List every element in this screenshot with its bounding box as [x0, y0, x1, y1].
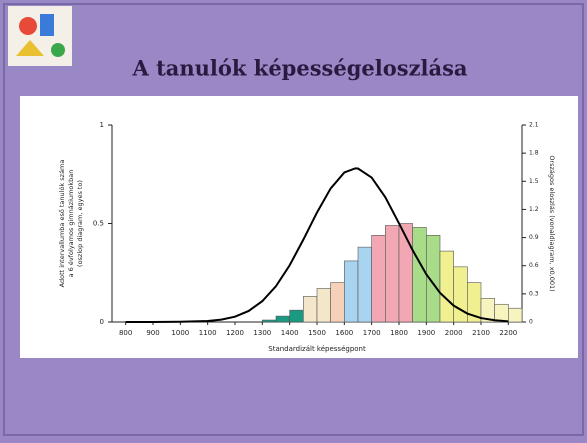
x-axis-label: Standardizált képességpont	[268, 345, 366, 353]
y-tick-label: 0.5	[93, 220, 104, 228]
x-tick-label: 1400	[281, 329, 299, 337]
x-tick-label: 2000	[445, 329, 463, 337]
clipart-shape	[16, 40, 44, 56]
bar	[385, 225, 400, 323]
y-axis-label: (oszlop diagram, egyes to)	[76, 180, 84, 267]
x-tick-label: 1700	[363, 329, 381, 337]
y-tick-label: 1	[100, 121, 104, 129]
x-tick-label: 800	[119, 329, 132, 337]
bar	[357, 246, 372, 323]
bar	[289, 309, 304, 323]
x-tick-label: 2200	[499, 329, 517, 337]
y-tick-label: 0	[100, 318, 104, 326]
clipart-shape	[40, 14, 54, 36]
x-tick-label: 1800	[390, 329, 408, 337]
bar	[344, 260, 359, 323]
bar	[439, 250, 454, 323]
bar	[508, 307, 523, 323]
y2-tick-label: 1.2	[529, 206, 539, 213]
bar	[316, 288, 331, 323]
x-tick-label: 1300	[253, 329, 271, 337]
y-axis-label: Adott intervallumba eső tanulók száma	[57, 160, 66, 288]
distribution-curve	[125, 167, 509, 323]
x-tick-label: 1100	[199, 329, 217, 337]
bar	[494, 303, 509, 323]
bar	[412, 227, 427, 323]
bar	[371, 235, 386, 323]
y2-tick-label: 1.8	[529, 150, 539, 157]
y2-tick-label: 0.6	[529, 262, 539, 269]
x-tick-label: 1000	[171, 329, 189, 337]
bar	[275, 315, 290, 323]
x-tick-label: 1200	[226, 329, 244, 337]
y2-axis-label: Országos eloszlás (vonaldiagram, x0,001)	[548, 155, 556, 291]
y-axis-label: a 6 évfolyamos gimnáziumokban	[67, 170, 75, 278]
slide-border	[3, 3, 584, 436]
bar	[330, 282, 345, 323]
clipart-shape	[51, 43, 65, 57]
clipart	[8, 6, 72, 66]
x-tick-label: 1600	[335, 329, 353, 337]
slide-title: A tanulók képességeloszlása	[131, 56, 467, 81]
y2-tick-label: 0.3	[529, 290, 539, 297]
x-tick-label: 1900	[417, 329, 435, 337]
y2-tick-label: 1.5	[529, 178, 539, 185]
bar	[303, 296, 318, 323]
y2-tick-label: 0	[529, 319, 533, 326]
x-tick-label: 1500	[308, 329, 326, 337]
x-tick-label: 900	[146, 329, 159, 337]
y2-tick-label: 0.9	[529, 234, 539, 241]
bar	[453, 266, 468, 323]
y2-tick-label: 2.1	[529, 122, 539, 129]
bar	[262, 319, 277, 323]
clipart-shape	[19, 17, 37, 35]
x-tick-label: 2100	[472, 329, 490, 337]
